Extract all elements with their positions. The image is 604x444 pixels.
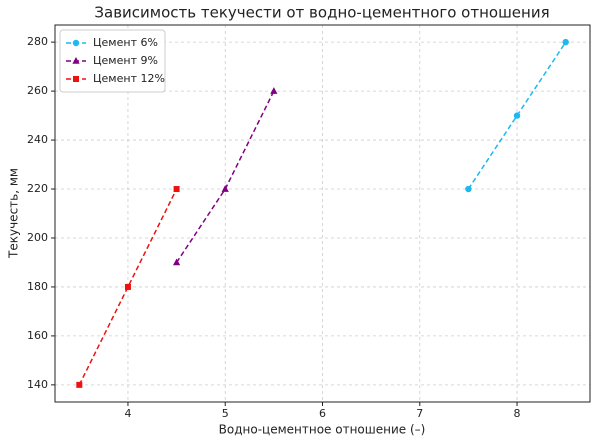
x-tick-label: 8 [514,407,521,420]
legend-marker [73,76,79,82]
series-line [78,188,178,386]
x-tick-label: 4 [124,407,131,420]
y-tick-label: 280 [27,35,48,48]
legend-label: Цемент 6% [93,36,158,49]
point [173,186,180,193]
point [221,185,229,192]
x-tick-label: 5 [222,407,229,420]
x-axis-label: Водно-цементное отношение (–) [219,423,426,437]
legend-marker [72,57,80,64]
point [562,38,569,46]
x-tick-label: 7 [416,407,423,420]
legend-label: Цемент 9% [93,54,158,67]
y-tick-label: 160 [27,329,48,342]
point [172,258,181,266]
y-tick-label: 240 [27,133,48,146]
y-tick-label: 180 [27,280,48,293]
point [465,185,472,193]
y-tick-label: 260 [27,84,48,97]
legend-box [59,29,166,93]
y-tick-label: 220 [27,182,48,195]
chart-title: Зависимость текучести от водно-цементног… [94,4,549,22]
x-tick-label: 6 [319,407,326,420]
legend-label: Цемент 12% [93,72,165,85]
legend-marker [72,39,80,47]
y-tick-label: 200 [27,231,48,244]
y-axis-label: Текучесть, мм [7,168,21,259]
point [513,112,521,119]
plot-frame [54,24,591,403]
point [270,87,278,94]
y-tick-label: 140 [27,378,48,391]
point [124,283,131,290]
point [76,381,83,388]
